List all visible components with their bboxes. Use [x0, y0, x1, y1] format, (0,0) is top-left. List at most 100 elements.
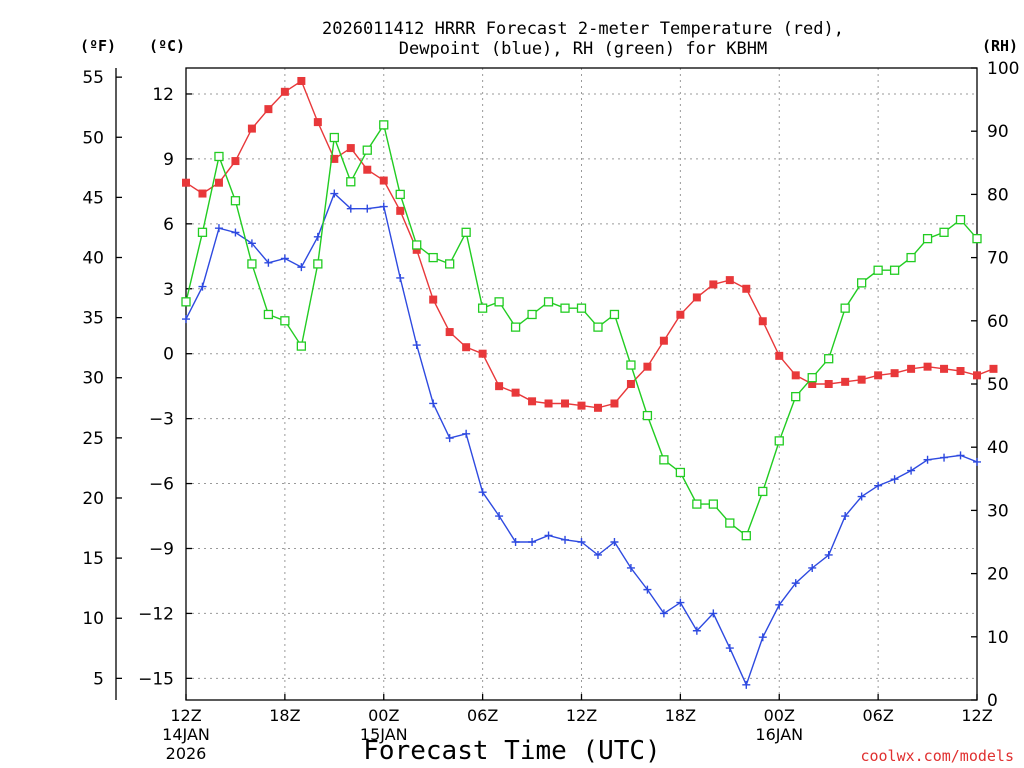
chart-title-line-2: Dewpoint (blue), RH (green) for KBHM	[399, 39, 767, 59]
temperature-point	[198, 189, 207, 198]
celsius-tick-label: −12	[138, 604, 174, 624]
dewpoint-point	[643, 585, 652, 594]
dewpoint-point	[742, 680, 751, 689]
rh-point	[445, 259, 455, 269]
dewpoint-point	[396, 273, 405, 282]
rh-point	[329, 132, 339, 143]
rh-point	[609, 309, 620, 320]
rh-point	[395, 189, 405, 200]
x-tick-label: 12Z	[566, 706, 597, 725]
dewpoint-point	[280, 254, 289, 263]
temperature-point	[214, 178, 223, 187]
fahrenheit-unit-label: (ºF)	[80, 37, 116, 55]
dewpoint-point	[610, 538, 619, 546]
temperature-point	[264, 105, 273, 114]
dewpoint-point	[478, 488, 487, 497]
temperature-point	[923, 362, 932, 371]
rh-tick-label: 90	[987, 122, 1009, 142]
rh-point	[181, 297, 191, 307]
celsius-tick-label: −6	[149, 475, 174, 495]
rh-point	[692, 499, 702, 509]
rh-point	[428, 252, 438, 263]
dewpoint-point	[874, 481, 883, 490]
temperature-point	[247, 124, 256, 133]
temperature-point	[495, 382, 504, 391]
dewpoint-point	[445, 434, 454, 443]
temperature-point	[676, 310, 685, 319]
rh-point	[725, 518, 735, 528]
dewpoint-point	[429, 399, 438, 408]
dewpoint-point	[182, 315, 190, 324]
temperature-point	[231, 157, 240, 166]
rh-point	[642, 410, 653, 421]
temperature-point	[313, 118, 322, 127]
x-tick-date-label: 16JAN	[755, 725, 803, 744]
celsius-tick-label: 6	[163, 215, 174, 235]
rh-tick-label: 30	[987, 501, 1009, 521]
rh-point	[494, 297, 504, 307]
rh-tick-label: 80	[987, 185, 1009, 205]
dewpoint-point	[231, 228, 240, 237]
rh-point	[873, 265, 883, 275]
credit-link[interactable]: coolwx.com/models	[860, 747, 1014, 765]
temperature-point	[824, 380, 833, 388]
rh-tick-label: 20	[987, 565, 1009, 585]
rh-point	[461, 227, 471, 237]
fahrenheit-tick-label: 25	[82, 429, 104, 449]
dewpoint-point	[313, 232, 322, 241]
x-tick-label: 06Z	[467, 706, 498, 725]
temperature-point	[956, 367, 965, 376]
celsius-tick-label: −9	[149, 539, 174, 559]
dewpoint-point	[857, 492, 866, 501]
rh-point	[576, 303, 587, 313]
rh-point	[955, 215, 966, 225]
rh-point	[362, 145, 372, 155]
plot-frame	[185, 67, 978, 701]
dewpoint-point	[973, 457, 981, 466]
rh-point	[807, 373, 817, 383]
x-tick-year-label: 2026	[166, 744, 207, 763]
dewpoint-point	[593, 550, 602, 559]
dewpoint-point	[412, 341, 421, 350]
rh-point	[939, 227, 949, 237]
fahrenheit-tick-label: 5	[93, 669, 104, 689]
x-tick-label: 12Z	[961, 706, 992, 725]
temperature-point	[511, 388, 520, 397]
dewpoint-point	[956, 451, 965, 460]
rh-point	[922, 233, 933, 244]
dewpoint-point	[247, 239, 256, 248]
dewpoint-point	[264, 258, 273, 267]
rh-unit-label: (RH)	[982, 37, 1018, 55]
dewpoint-point	[758, 633, 767, 642]
fahrenheit-tick-label: 35	[82, 309, 104, 329]
temperature-point	[478, 349, 487, 358]
rh-point	[708, 499, 718, 509]
dewpoint-point	[495, 512, 504, 521]
dewpoint-point	[462, 429, 471, 438]
temperature-point	[791, 371, 800, 380]
rh-point	[906, 252, 916, 263]
fahrenheit-tick-label: 20	[82, 489, 104, 509]
rh-point	[972, 233, 982, 244]
dewpoint-point	[775, 600, 784, 609]
dewpoint-point	[808, 563, 817, 572]
rh-line	[185, 123, 978, 537]
rh-point	[889, 265, 900, 275]
dewpoint-point	[676, 598, 685, 607]
temperature-point	[297, 76, 306, 85]
gridlines	[185, 68, 978, 700]
temperature-point	[610, 399, 619, 408]
fahrenheit-tick-label: 30	[82, 369, 104, 389]
rh-point	[741, 531, 751, 541]
rh-point	[758, 486, 768, 497]
dewpoint-point	[561, 535, 570, 544]
rh-series	[181, 120, 982, 541]
temperature-point	[758, 317, 767, 326]
dewpoint-point	[692, 626, 701, 635]
rh-tick-label: 60	[987, 312, 1009, 332]
temperature-point	[626, 380, 635, 388]
dewpoint-point	[528, 538, 537, 546]
dewpoint-point	[577, 538, 586, 546]
fahrenheit-tick-label: 45	[82, 188, 104, 208]
dewpoint-point	[709, 609, 718, 618]
